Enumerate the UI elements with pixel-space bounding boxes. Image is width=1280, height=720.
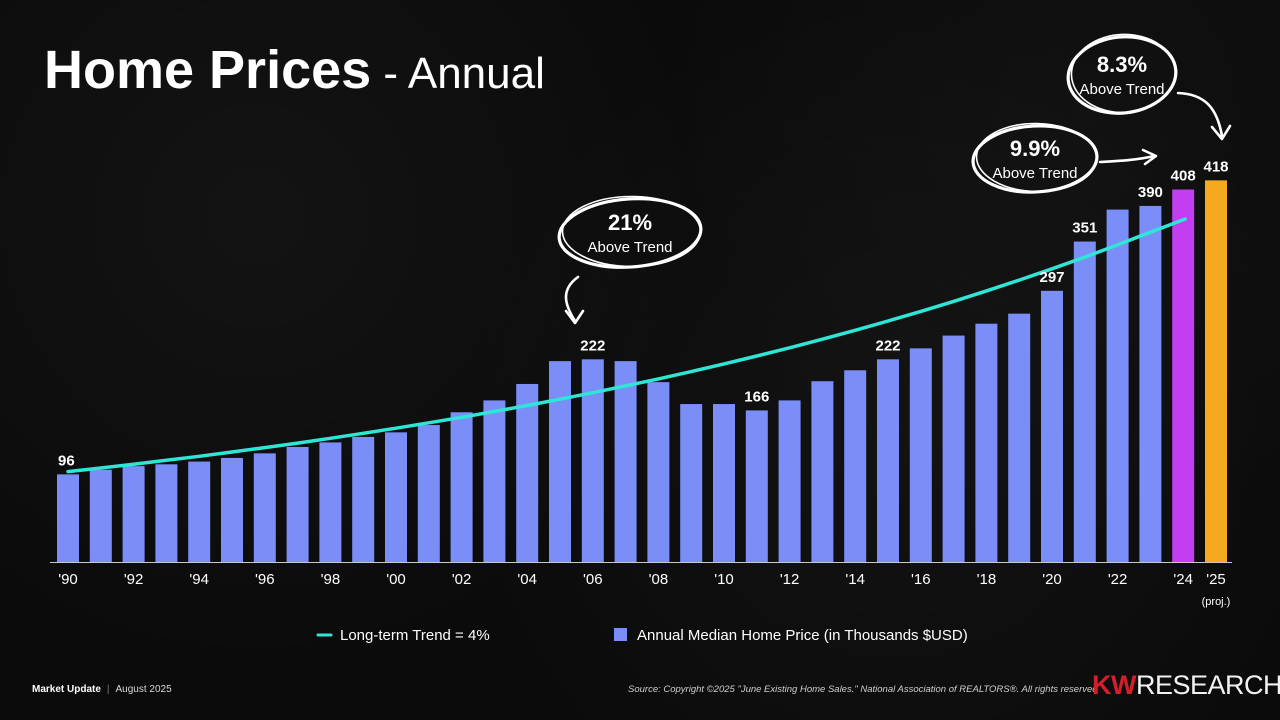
x-tick-label: '92 [124, 571, 144, 588]
bar [516, 383, 539, 562]
annotation-bubble-stroke [1070, 33, 1177, 114]
data-label: 390 [1138, 184, 1163, 201]
bar [286, 446, 309, 562]
legend-bar-label: Annual Median Home Price (in Thousands $… [637, 627, 968, 644]
x-tick-label: '18 [977, 571, 997, 588]
bar [155, 464, 178, 562]
footer-info: Market Update | August 2025 [32, 684, 172, 695]
bar [1073, 241, 1096, 562]
bar [942, 335, 965, 562]
x-tick-label: '10 [714, 571, 734, 588]
annotation-arrowhead [564, 309, 585, 325]
annotation-value: 21% [608, 210, 652, 235]
footer-separator: | [106, 684, 110, 695]
bar [877, 359, 899, 562]
bar [1008, 313, 1031, 562]
bar [745, 410, 768, 562]
bar [57, 474, 79, 562]
page-title: Home Prices - Annual [44, 38, 545, 106]
x-tick-label: '94 [189, 571, 209, 588]
x-tick-label: '25 [1206, 571, 1226, 588]
bar [844, 370, 867, 562]
bar [417, 425, 440, 562]
projection-label: (proj.) [1202, 596, 1231, 608]
x-tick-label: '16 [911, 571, 931, 588]
data-label: 297 [1039, 269, 1064, 286]
bar [811, 381, 834, 562]
x-tick-label: '20 [1042, 571, 1062, 588]
bar [614, 361, 637, 562]
legend-bar-swatch [614, 628, 627, 641]
annotation-arrow [564, 275, 580, 323]
bar [319, 442, 342, 562]
bar [450, 412, 473, 562]
x-tick-label: '90 [58, 571, 78, 588]
x-tick-label: '02 [452, 571, 472, 588]
title-sub: Annual [407, 49, 545, 98]
x-tick-label: '96 [255, 571, 275, 588]
annotation-arrow [1098, 154, 1156, 164]
annotation-value: 9.9% [1010, 136, 1060, 161]
x-tick-label: '24 [1173, 571, 1193, 588]
bar [549, 361, 571, 562]
annotation-value: 8.3% [1097, 52, 1147, 77]
x-tick-label: '22 [1108, 571, 1128, 588]
legend-trend-label: Long-term Trend = 4% [340, 627, 490, 644]
title-main: Home Prices [44, 40, 372, 100]
logo-kw: KW [1092, 670, 1136, 700]
bar [778, 400, 801, 562]
bar [1041, 290, 1063, 562]
x-tick-label: '04 [517, 571, 537, 588]
bar [975, 323, 998, 562]
bar [647, 382, 670, 562]
x-tick-label: '98 [321, 571, 341, 588]
annotation-bubble-stroke [561, 195, 702, 268]
bar [221, 457, 243, 562]
bar [122, 466, 145, 562]
data-label: 222 [875, 337, 900, 354]
bar [253, 453, 276, 562]
data-label: 418 [1203, 158, 1228, 175]
annotation-label: Above Trend [992, 165, 1077, 182]
bar [1172, 189, 1195, 562]
footer-section: Market Update [32, 684, 101, 695]
bar [909, 348, 932, 562]
source-note: Source: Copyright ©2025 "June Existing H… [628, 684, 1098, 695]
x-tick-label: '06 [583, 571, 603, 588]
x-tick-label: '08 [649, 571, 669, 588]
annotation-arrowhead [1141, 148, 1158, 166]
annotation-arrowhead [1210, 124, 1232, 141]
bar [188, 461, 211, 562]
bar [89, 469, 112, 562]
data-label: 222 [580, 337, 605, 354]
footer-date: August 2025 [115, 684, 172, 695]
data-label: 166 [744, 388, 769, 405]
kw-research-logo: KWRESEARCH [1092, 668, 1280, 702]
x-tick-label: '12 [780, 571, 800, 588]
data-label: 408 [1171, 167, 1196, 184]
bar [1205, 180, 1227, 563]
bar [352, 436, 375, 562]
bar [1106, 209, 1129, 562]
annotation-arrow [1176, 91, 1224, 138]
annotation-label: Above Trend [1079, 81, 1164, 98]
data-label: 351 [1072, 220, 1097, 237]
logo-research: RESEARCH [1135, 670, 1280, 700]
bar [581, 359, 604, 562]
bar [483, 400, 506, 562]
annotation-label: Above Trend [587, 239, 672, 256]
x-tick-label: '14 [845, 571, 865, 588]
bar [713, 404, 735, 562]
x-tick-label: '00 [386, 571, 406, 588]
bar [385, 432, 407, 562]
title-separator: - [371, 49, 408, 98]
bar [1139, 205, 1162, 562]
bar [680, 404, 703, 562]
trend-line [66, 217, 1187, 474]
annotation-bubble-stroke [975, 122, 1098, 193]
data-label: 96 [58, 452, 75, 469]
